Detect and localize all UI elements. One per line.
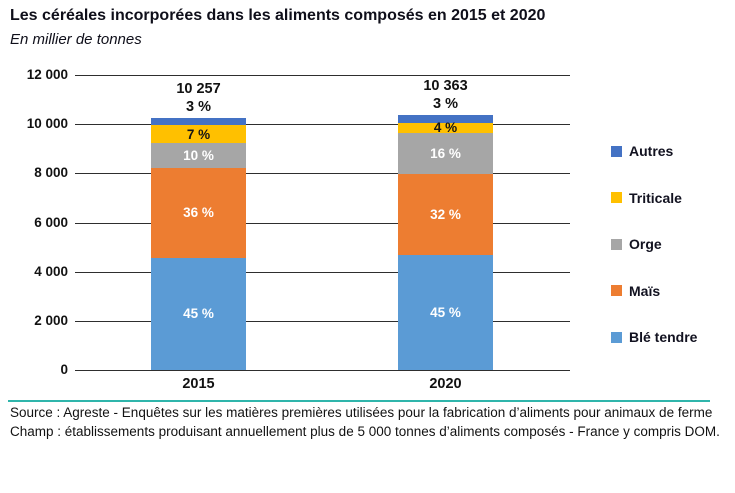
footer-notes: Source : Agreste - Enquêtes sur les mati…	[10, 404, 726, 441]
legend-item-triticale: Triticale	[611, 190, 682, 206]
percent-label-triticale-2015: 7 %	[186, 126, 211, 142]
gridline-0	[75, 370, 570, 371]
legend-item-mais: Maïs	[611, 283, 660, 299]
legend-swatch-autres	[611, 145, 622, 157]
percent-label-ble-tendre-2015: 45 %	[183, 306, 214, 322]
chart-unit-subtitle: En millier de tonnes	[10, 31, 142, 48]
source-text: Source : Agreste - Enquêtes sur les mati…	[10, 405, 713, 420]
legend-swatch-mais	[611, 285, 622, 296]
gridline-6000	[75, 222, 570, 224]
percent-label-mais-2015: 36 %	[183, 205, 214, 221]
legend-label-triticale: Triticale	[629, 189, 682, 206]
plot-area: 0 2 000 4 000 6 000 8 000 10 000 12 000 45 % 36 …	[26, 67, 570, 392]
legend-label-orge: Orge	[629, 236, 662, 252]
y-axis-tick-label-6000: 6 000	[34, 214, 68, 230]
percent-label-ble-tendre-2020: 45 %	[430, 305, 461, 321]
bar-segment-mais-2015	[151, 167, 246, 258]
bar-segment-mais-2020	[398, 173, 493, 256]
footer-separator-line	[8, 400, 710, 402]
bar-segment-orge-2015	[151, 142, 246, 168]
gridline-12000	[75, 75, 570, 76]
percent-label-mais-2020: 32 %	[430, 207, 461, 223]
gridline-8000	[75, 173, 570, 175]
legend-swatch-triticale	[611, 192, 622, 203]
gridline-10000	[75, 124, 570, 126]
total-label-2020: 10 363	[423, 78, 468, 95]
y-axis-tick-label-4000: 4 000	[34, 263, 68, 279]
bar-segment-ble-tendre-2020	[398, 255, 493, 370]
legend-swatch-ble-tendre	[611, 331, 622, 343]
y-axis-tick-label-0: 0	[60, 362, 68, 377]
bar-segment-triticale-2015	[151, 125, 246, 143]
total-label-2015: 10 257	[176, 80, 221, 97]
percent-label-triticale-2020: 4 %	[433, 120, 458, 136]
y-axis-tick-label-10000: 10 000	[26, 116, 68, 132]
gridline-4000	[75, 271, 570, 273]
bar-segment-autres-2015	[151, 117, 246, 126]
legend-item-autres: Autres	[611, 143, 673, 159]
chart-title: Les céréales incorporées dans les alimen…	[10, 7, 546, 24]
y-axis-tick-label-2000: 2 000	[34, 312, 68, 328]
legend-label-autres: Autres	[629, 143, 674, 159]
champ-text: Champ : établissements produisant annuel…	[10, 423, 720, 439]
legend-item-orge: Orge	[611, 236, 662, 252]
gridline-2000	[75, 320, 570, 322]
percent-label-orge-2020: 16 %	[430, 145, 461, 161]
bar-segment-triticale-2020	[398, 122, 493, 134]
outside-percent-label-autres-2015: 3 %	[186, 98, 211, 115]
legend-item-ble-tendre: Blé tendre	[611, 329, 697, 345]
outside-percent-label-autres-2020: 3 %	[433, 96, 458, 113]
legend-label-mais: Maïs	[629, 282, 661, 299]
y-axis-tick-label-8000: 8 000	[34, 165, 68, 181]
y-axis-tick-label-12000: 12 000	[26, 67, 68, 82]
x-axis-label-2020: 2020	[429, 376, 462, 392]
x-axis-label-2015: 2015	[182, 376, 215, 392]
bar-segment-autres-2020	[398, 115, 493, 123]
bar-segment-orge-2020	[398, 133, 493, 174]
legend-swatch-orge	[611, 238, 622, 250]
legend-label-ble-tendre: Blé tendre	[629, 329, 698, 345]
percent-label-orge-2015: 10 %	[183, 147, 214, 163]
bar-segment-ble-tendre-2015	[151, 257, 246, 370]
